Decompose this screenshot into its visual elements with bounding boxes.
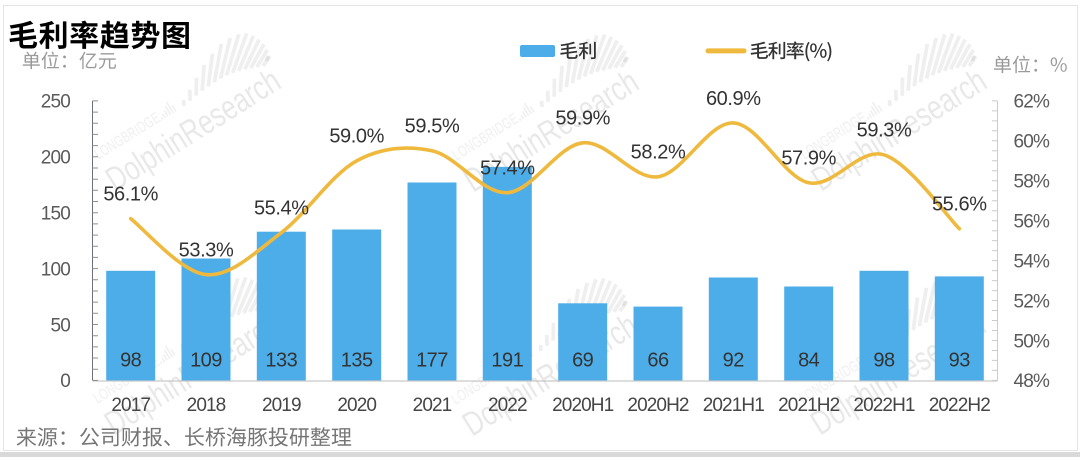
svg-text:2022H2: 2022H2	[929, 395, 990, 416]
svg-text:133: 133	[265, 349, 297, 371]
svg-text:52%: 52%	[1014, 291, 1051, 312]
svg-text:50%: 50%	[1014, 331, 1051, 352]
svg-text:55.6%: 55.6%	[932, 194, 987, 216]
svg-text:2018: 2018	[187, 395, 226, 416]
svg-text:2020H2: 2020H2	[627, 395, 688, 416]
svg-text:69: 69	[572, 349, 594, 371]
svg-text:2021H1: 2021H1	[703, 395, 764, 416]
svg-text:48%: 48%	[1014, 371, 1051, 392]
svg-text:50: 50	[50, 315, 70, 336]
svg-text:58.2%: 58.2%	[631, 142, 686, 164]
svg-text:2021H2: 2021H2	[778, 395, 839, 416]
svg-text:57.9%: 57.9%	[781, 148, 836, 170]
svg-text:59.5%: 59.5%	[405, 116, 460, 138]
svg-text:135: 135	[341, 349, 373, 371]
svg-text:200: 200	[41, 148, 71, 169]
svg-text:98: 98	[873, 349, 895, 371]
svg-text:59.9%: 59.9%	[555, 108, 610, 130]
svg-text:2021: 2021	[413, 395, 452, 416]
svg-text:150: 150	[41, 204, 71, 225]
svg-text:2017: 2017	[111, 395, 150, 416]
svg-text:92: 92	[723, 349, 745, 371]
svg-text:0: 0	[60, 371, 70, 392]
svg-text:191: 191	[491, 349, 523, 371]
svg-text:100: 100	[41, 259, 71, 280]
svg-text:53.3%: 53.3%	[179, 240, 234, 262]
svg-text:60%: 60%	[1014, 132, 1051, 153]
svg-text:2022H1: 2022H1	[853, 395, 914, 416]
svg-text:177: 177	[416, 349, 448, 371]
svg-text:2019: 2019	[262, 395, 301, 416]
svg-text:54%: 54%	[1014, 251, 1051, 272]
svg-text:109: 109	[190, 349, 222, 371]
svg-text:57.4%: 57.4%	[480, 158, 535, 180]
svg-text:59.3%: 59.3%	[857, 120, 912, 142]
svg-text:56.1%: 56.1%	[103, 184, 158, 206]
svg-text:59.0%: 59.0%	[329, 126, 384, 148]
svg-text:84: 84	[798, 349, 820, 371]
svg-text:56%: 56%	[1014, 212, 1051, 233]
svg-text:55.4%: 55.4%	[254, 198, 309, 220]
svg-text:62%: 62%	[1014, 92, 1051, 113]
svg-text:60.9%: 60.9%	[706, 88, 761, 110]
svg-text:66: 66	[647, 349, 669, 371]
svg-text:58%: 58%	[1014, 172, 1051, 193]
svg-text:98: 98	[120, 349, 142, 371]
svg-text:250: 250	[41, 92, 71, 113]
svg-text:93: 93	[949, 349, 971, 371]
svg-text:2022: 2022	[488, 395, 527, 416]
svg-text:2020: 2020	[337, 395, 376, 416]
svg-text:2020H1: 2020H1	[552, 395, 613, 416]
